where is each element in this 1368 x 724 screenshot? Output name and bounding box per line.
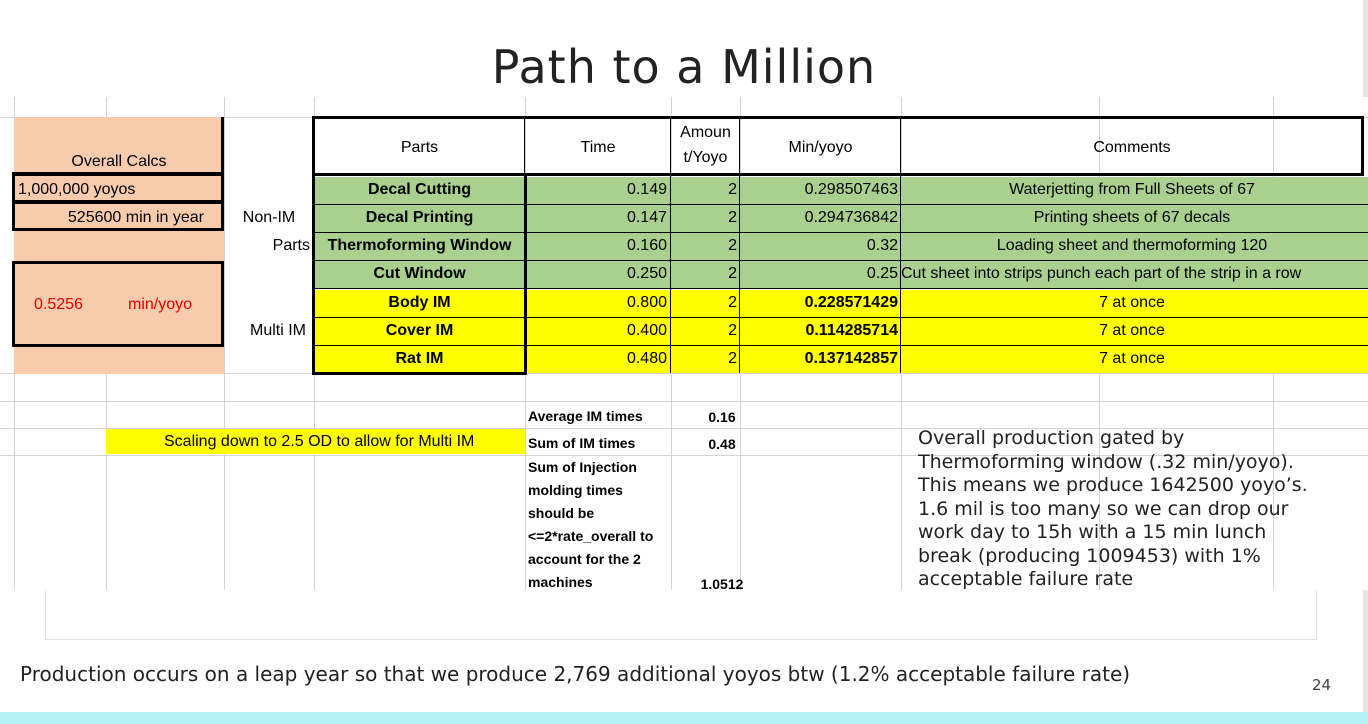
header-amount-l2: t/Yoyo <box>683 149 728 166</box>
header-comments: Comments <box>1093 139 1171 156</box>
overall-frame-top <box>12 117 224 175</box>
row-comment: Loading sheet and thermoforming 120 <box>996 237 1268 254</box>
row-time: 0.400 <box>626 322 667 339</box>
row-part: Cut Window <box>373 265 466 282</box>
row-time: 0.149 <box>626 181 667 198</box>
row-time: 0.480 <box>626 350 667 367</box>
overall-frame-yoyos <box>12 173 224 203</box>
row-amount: 2 <box>728 294 737 311</box>
row-part: Decal Cutting <box>367 181 472 198</box>
row-comment: Cut sheet into strips punch each part of… <box>901 265 1302 282</box>
row-time: 0.160 <box>626 237 667 254</box>
overall-rate-value: 0.5256 <box>34 296 83 313</box>
row-time: 0.250 <box>626 265 667 282</box>
row-part: Rat IM <box>395 350 444 367</box>
image-frame <box>45 588 1317 640</box>
row-comment: 7 at once <box>1099 322 1165 339</box>
group-non-im-line1: Non-IM <box>242 209 296 226</box>
row-comment: 7 at once <box>1099 294 1165 311</box>
group-non-im-line2: Parts <box>272 237 310 254</box>
row-min-yoyo: 0.228571429 <box>804 294 898 311</box>
row-amount: 2 <box>728 209 737 226</box>
row-comment: Waterjetting from Full Sheets of 67 <box>1009 181 1255 198</box>
row-part: Thermoforming Window <box>327 237 512 254</box>
overall-calcs-background <box>14 117 224 374</box>
row-part: Body IM <box>388 294 451 311</box>
row-comment: 7 at once <box>1099 350 1165 367</box>
avg-im-value: 0.16 <box>708 409 736 425</box>
row-comment: Printing sheets of 67 decals <box>1033 209 1231 226</box>
group-multi-im: Multi IM <box>250 322 306 339</box>
row-part: Cover IM <box>385 322 454 339</box>
header-amount-l1: Amoun <box>680 124 731 141</box>
header-parts: Parts <box>400 139 439 156</box>
overall-frame-minutes <box>12 201 224 231</box>
sum-im-label: Sum of IM times <box>528 435 636 451</box>
injection-line: molding times <box>528 482 623 498</box>
row-time: 0.147 <box>626 209 667 226</box>
injection-value: 1.0512 <box>700 576 744 590</box>
row-min-yoyo: 0.32 <box>866 237 898 254</box>
non-im-rows-bg <box>314 177 1368 289</box>
row-min-yoyo: 0.114285714 <box>805 322 898 339</box>
row-amount: 2 <box>728 181 737 198</box>
row-amount: 2 <box>728 265 737 282</box>
row-time: 0.800 <box>626 294 667 311</box>
multi-im-rows-bg <box>314 290 1368 373</box>
row-min-yoyo: 0.294736842 <box>804 209 898 226</box>
avg-im-label: Average IM times <box>528 408 643 424</box>
injection-line: should be <box>528 505 595 521</box>
row-amount: 2 <box>728 322 737 339</box>
header-min-yoyo: Min/yoyo <box>788 139 853 156</box>
production-note: Overall production gated by Thermoformin… <box>918 427 1308 590</box>
row-amount: 2 <box>728 237 737 254</box>
bottom-bar <box>0 712 1368 724</box>
footer-note: Production occurs on a leap year so that… <box>20 662 1131 686</box>
scaling-note: Scaling down to 2.5 OD to allow for Mult… <box>106 429 525 454</box>
spreadsheet-image: Overall Calcs 1,000,000 yoyos 525600 min… <box>0 97 1368 590</box>
header-time: Time <box>580 139 616 156</box>
injection-line: Sum of Injection <box>528 459 637 475</box>
overall-calcs-header: Overall Calcs <box>71 153 167 170</box>
page-number: 24 <box>1312 676 1332 694</box>
row-min-yoyo: 0.25 <box>866 265 898 282</box>
injection-line: account for the 2 <box>528 551 641 567</box>
overall-rate-unit: min/yoyo <box>128 296 193 313</box>
slide-title: Path to a Million <box>491 40 877 94</box>
row-part: Decal Printing <box>365 209 474 226</box>
row-min-yoyo: 0.137142857 <box>804 350 898 367</box>
injection-line: <=2*rate_overall to <box>528 528 654 544</box>
overall-frame-rate <box>12 261 224 347</box>
sum-im-value: 0.48 <box>708 436 736 452</box>
overall-min-in-year: 525600 min in year <box>67 209 204 226</box>
table-header-frame <box>312 116 1364 176</box>
parts-column-frame <box>312 173 527 375</box>
overall-yoyos: 1,000,000 yoyos <box>18 181 136 198</box>
row-min-yoyo: 0.298507463 <box>804 181 898 198</box>
row-amount: 2 <box>728 350 737 367</box>
injection-line: machines <box>528 574 593 590</box>
